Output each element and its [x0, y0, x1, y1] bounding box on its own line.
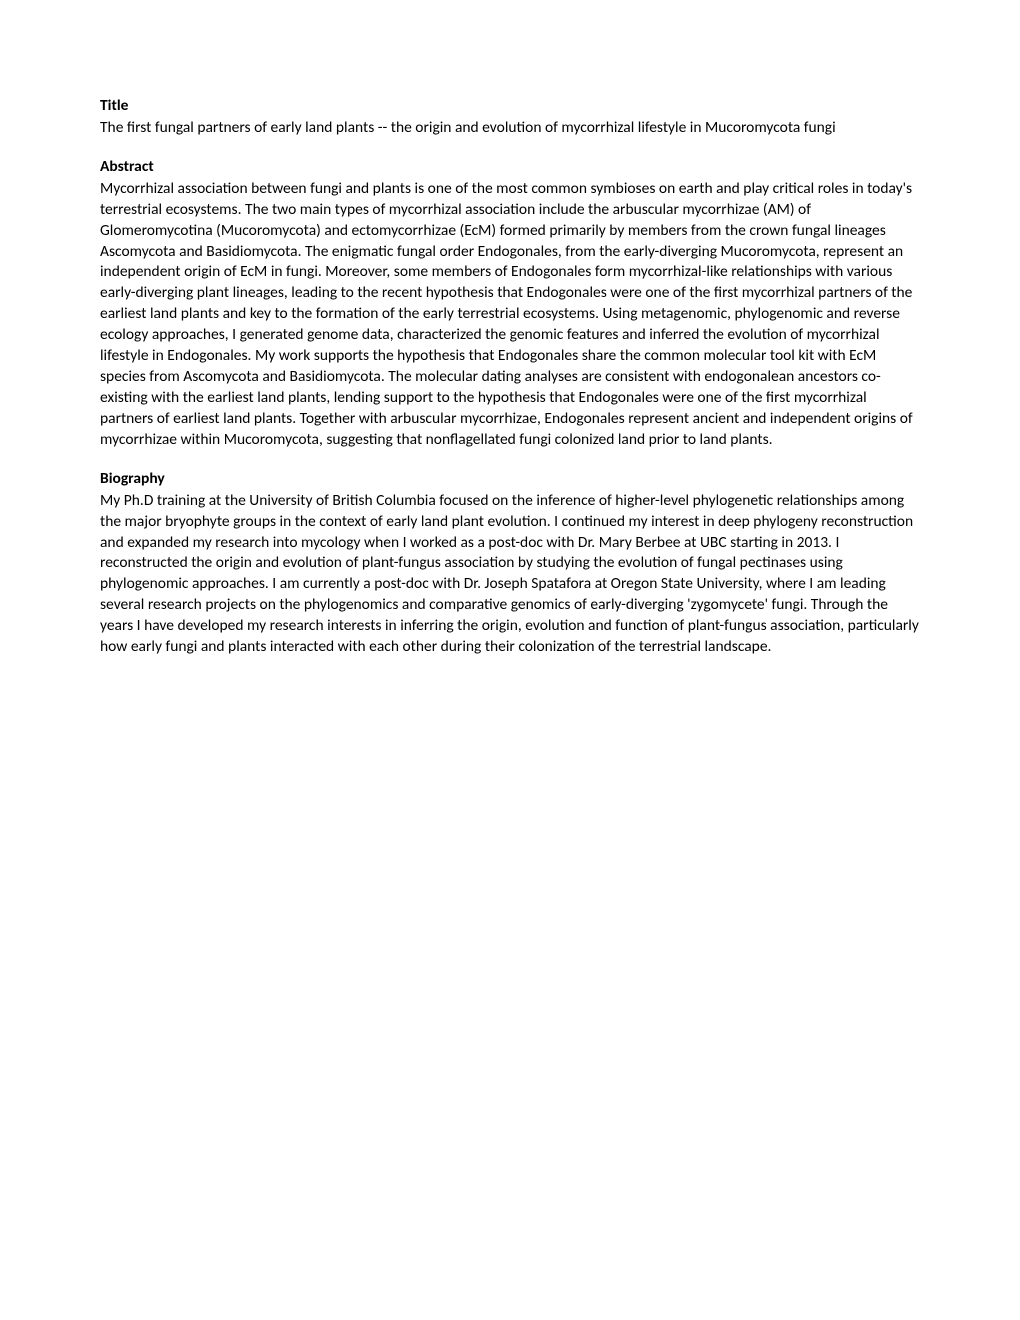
abstract-body: Mycorrhizal association between fungi an… [100, 179, 920, 451]
title-heading: Title [100, 96, 920, 117]
title-body: The first fungal partners of early land … [100, 118, 920, 139]
biography-body: My Ph.D training at the University of Br… [100, 491, 920, 658]
title-section: Title The first fungal partners of early… [100, 96, 920, 139]
biography-heading: Biography [100, 469, 920, 490]
biography-section: Biography My Ph.D training at the Univer… [100, 469, 920, 658]
abstract-section: Abstract Mycorrhizal association between… [100, 157, 920, 451]
abstract-heading: Abstract [100, 157, 920, 178]
